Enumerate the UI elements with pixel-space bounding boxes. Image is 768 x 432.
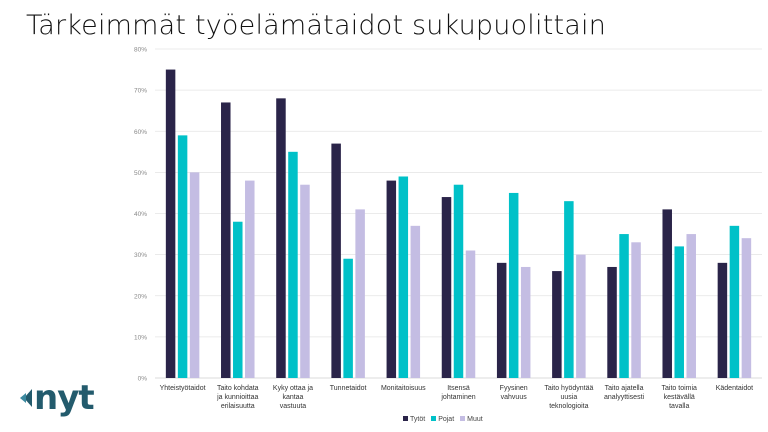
y-tick-label: 80%	[134, 47, 147, 54]
x-tick-label: Yhteistyötaidot	[160, 385, 206, 392]
legend-item-tytot[interactable]: Tytöt	[403, 416, 425, 423]
x-tick-label: vastuuta	[280, 403, 307, 410]
nyt-logo: nyt	[18, 378, 95, 418]
bar-tytöt-7	[552, 271, 562, 378]
bar-tytöt-10	[717, 262, 728, 378]
y-tick-label: 60%	[134, 129, 147, 136]
x-tick-label: ja kunnioittaa	[216, 394, 258, 401]
x-tick-label: teknologioita	[549, 403, 588, 410]
bar-muut-6	[520, 266, 531, 378]
bar-pojat-10	[729, 225, 740, 378]
x-tick-label: uusia	[560, 394, 577, 401]
bar-tytöt-9	[662, 209, 672, 378]
bar-muut-3	[355, 209, 365, 378]
bar-muut-5	[465, 250, 476, 378]
x-tick-label: vahvuus	[501, 394, 528, 401]
y-tick-label: 30%	[134, 252, 147, 259]
bar-pojat-9	[674, 246, 684, 378]
bar-pojat-2	[288, 151, 298, 378]
bar-muut-0	[189, 172, 200, 378]
y-tick-label: 70%	[134, 88, 147, 95]
x-tick-label: Taito ajatella	[605, 385, 644, 392]
bar-tytöt-5	[441, 197, 452, 378]
y-tick-label: 20%	[134, 293, 147, 300]
x-tick-label: kestävällä	[664, 394, 695, 401]
bar-muut-2	[300, 184, 310, 378]
x-tick-label: Monitaitoisuus	[381, 385, 426, 392]
x-tick-label: Kädentaidot	[716, 385, 753, 392]
x-tick-label: erilaisuutta	[221, 403, 255, 410]
bar-tytöt-0	[165, 69, 176, 378]
x-tick-label: Taito kohdata	[217, 385, 259, 392]
logo-triangles-icon	[20, 389, 32, 407]
bar-tytöt-6	[496, 262, 507, 378]
x-tick-label: analyyttisesti	[604, 394, 645, 401]
chart-title: Tärkeimmät työelämätaidot sukupuolittain	[26, 10, 607, 41]
bar-tytöt-2	[276, 98, 286, 378]
bar-muut-10	[741, 238, 752, 378]
x-tick-label: kantaa	[282, 394, 303, 401]
y-tick-label: 10%	[134, 334, 147, 341]
bar-muut-4	[410, 225, 421, 378]
bar-pojat-0	[177, 135, 188, 378]
x-tick-label: Fyysinen	[500, 385, 528, 392]
bar-pojat-5	[453, 184, 464, 378]
y-tick-label: 40%	[134, 211, 147, 218]
bar-pojat-7	[564, 201, 574, 378]
legend-item-pojat[interactable]: Pojat	[431, 416, 454, 423]
bar-pojat-6	[508, 192, 519, 378]
legend-item-muut[interactable]: Muut	[460, 416, 483, 423]
bar-pojat-1	[233, 221, 243, 378]
bar-pojat-4	[398, 176, 409, 378]
bar-tytöt-8	[607, 266, 617, 378]
bar-muut-1	[245, 180, 255, 378]
x-tick-label: johtaminen	[440, 394, 475, 401]
bar-tytöt-3	[331, 143, 341, 378]
x-tick-label: Kyky ottaa ja	[273, 385, 313, 392]
logo-text: nyt	[34, 378, 95, 418]
y-tick-label: 50%	[134, 170, 147, 177]
x-tick-label: Itsensä	[447, 385, 470, 392]
bar-tytöt-1	[221, 102, 231, 379]
bar-tytöt-4	[386, 180, 397, 378]
x-tick-label: tavalla	[669, 403, 689, 410]
y-tick-label: 0%	[138, 376, 148, 383]
legend: Tytöt Pojat Muut	[403, 416, 483, 423]
bar-muut-9	[686, 234, 696, 378]
bar-muut-8	[631, 242, 641, 378]
bar-pojat-8	[619, 234, 629, 378]
x-tick-label: Taito toimia	[662, 385, 698, 392]
bar-muut-7	[576, 254, 586, 378]
x-tick-label: Tunnetaidot	[330, 385, 367, 392]
bar-pojat-3	[343, 258, 353, 378]
x-tick-label: Taito hyödyntää	[544, 385, 593, 392]
